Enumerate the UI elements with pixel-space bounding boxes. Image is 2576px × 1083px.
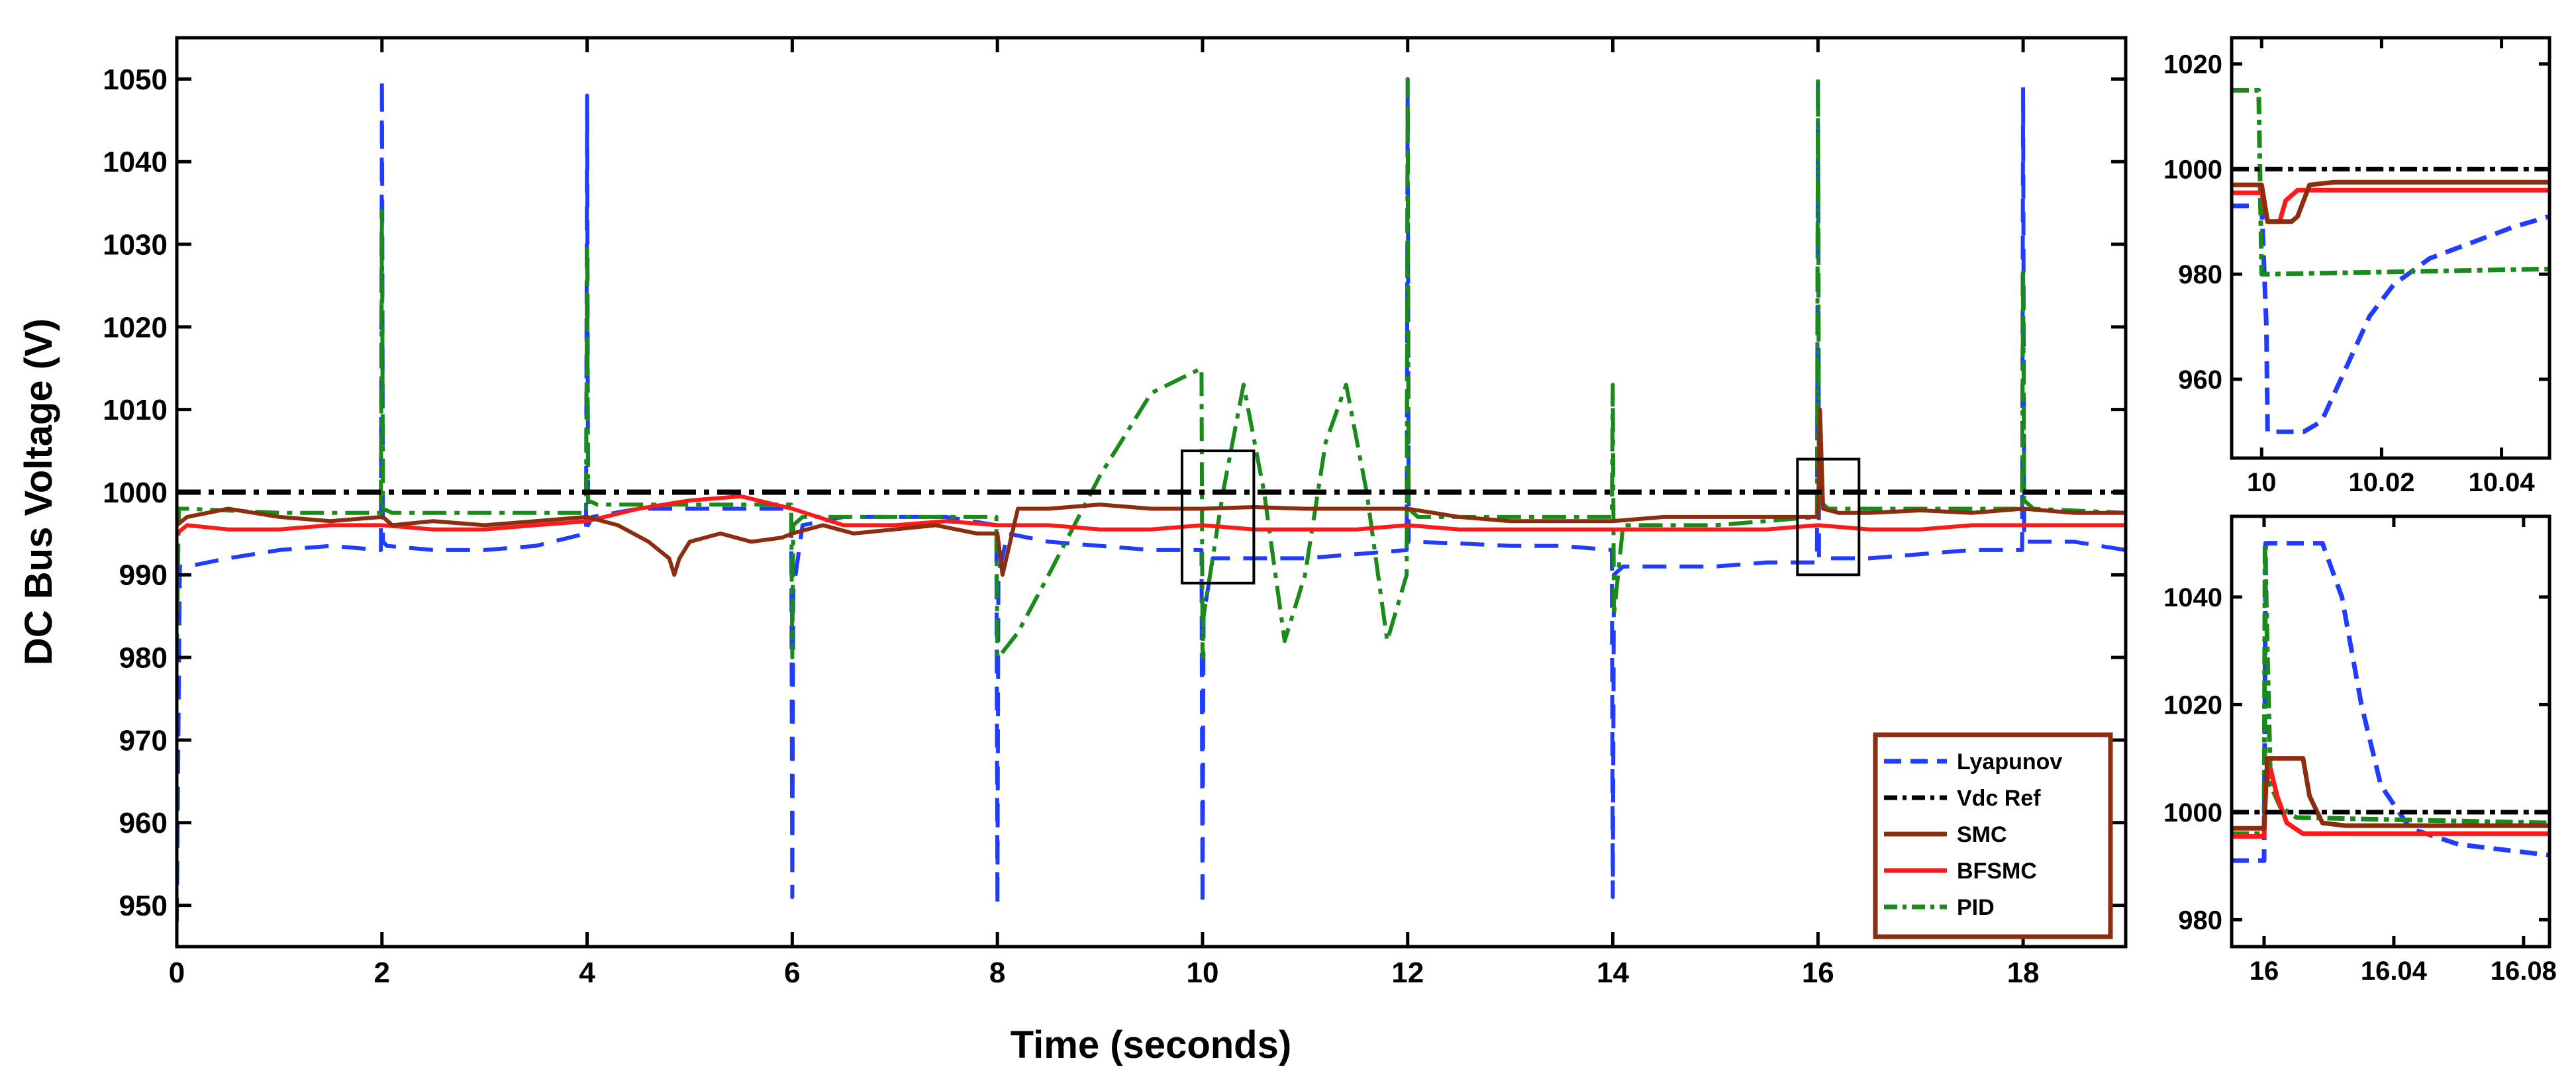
inset_bottom-y-tick-label: 1020: [2163, 690, 2222, 720]
legend: Lyapunov Vdc Ref SMC BFSMC PID: [1873, 732, 2113, 939]
zoom-box-1: [1180, 449, 1256, 585]
inset-top-series-layer: [2232, 87, 2550, 434]
main-y-tick-label: 1000: [103, 477, 168, 509]
inset_top-series-lyapunov: [2232, 203, 2550, 434]
main-x-tick-label: 4: [579, 957, 595, 989]
legend-label: Lyapunov: [1957, 749, 2062, 775]
inset_bottom-y-tick-label: 980: [2178, 906, 2222, 935]
main-series-pid: [177, 77, 2126, 660]
legend-label: SMC: [1957, 822, 2007, 847]
main-x-tick-label: 6: [784, 957, 800, 989]
inset_bottom-series-bfsmc: [2232, 767, 2550, 839]
axes-layer: 0 2 4 6 8 10 12 14 16 189509609709809901000101010…: [103, 36, 2557, 989]
legend-box: [1873, 732, 2113, 939]
inset_top-series-bfsmc: [2232, 187, 2550, 224]
inset_bottom-x-tick-label: 16.08: [2491, 957, 2557, 986]
legend-label: Vdc Ref: [1957, 786, 2041, 811]
inset_top-y-tick-label: 1020: [2163, 50, 2222, 79]
inset_bottom-series-pid: [2232, 541, 2550, 836]
main-x-tick-label: 2: [374, 957, 390, 989]
inset-bottom-series-layer: [2232, 541, 2550, 863]
inset_bottom-series-lyapunov: [2232, 541, 2550, 863]
main-x-tick-label: 16: [1802, 957, 1834, 989]
inset_top-y-tick-label: 980: [2178, 260, 2222, 289]
main-y-tick-label: 1020: [103, 311, 168, 344]
inset_bottom-x-tick-label: 16.04: [2361, 957, 2428, 986]
inset_top-y-tick-label: 1000: [2163, 155, 2222, 184]
inset_top-plot-frame: [2230, 36, 2551, 460]
main-series-smc: [177, 407, 2126, 577]
main-y-tick-label: 970: [119, 724, 168, 757]
legend-label: BFSMC: [1957, 859, 2037, 884]
main-x-tick-label: 12: [1391, 957, 1424, 989]
main-y-tick-label: 960: [119, 807, 168, 839]
main-y-tick-label: 980: [119, 642, 168, 675]
main-y-tick-label: 1010: [103, 394, 168, 426]
main-series-lyapunov: [177, 77, 2126, 922]
main-y-tick-label: 950: [119, 890, 168, 922]
main-x-tick-label: 0: [169, 957, 185, 989]
inset_bottom-plot-frame: [2230, 514, 2551, 949]
main-series-layer: [177, 77, 2126, 922]
main-series-bfsmc: [177, 494, 2126, 536]
inset_bottom-y-tick-label: 1000: [2163, 798, 2222, 827]
inset_bottom-y-tick-label: 1040: [2163, 583, 2222, 612]
main-y-tick-label: 1050: [103, 64, 168, 96]
inset_top-x-tick-label: 10.04: [2468, 468, 2535, 497]
y-axis-label: DC Bus Voltage (V): [17, 318, 60, 665]
main-x-tick-label: 18: [2007, 957, 2040, 989]
inset_top-series-smc: [2232, 179, 2550, 224]
main-y-tick-label: 1040: [103, 146, 168, 179]
main-x-tick-label: 8: [989, 957, 1005, 989]
zoom-box-2: [1796, 457, 1861, 577]
inset_top-y-tick-label: 960: [2178, 365, 2222, 395]
inset_bottom-series-smc: [2232, 756, 2550, 831]
inset_top-x-tick-label: 10: [2247, 468, 2277, 497]
main-x-tick-label: 14: [1597, 957, 1629, 989]
inset_bottom-x-tick-label: 16: [2250, 957, 2279, 986]
legend-label: PID: [1957, 895, 1995, 920]
legend-entries: Lyapunov Vdc Ref SMC BFSMC PID: [1884, 749, 2062, 920]
inset_top-x-tick-label: 10.02: [2348, 468, 2414, 497]
main-y-tick-label: 1030: [103, 228, 168, 261]
x-axis-label: Time (seconds): [1011, 1023, 1291, 1066]
main-x-tick-label: 10: [1186, 957, 1218, 989]
main-y-tick-label: 990: [119, 559, 168, 592]
